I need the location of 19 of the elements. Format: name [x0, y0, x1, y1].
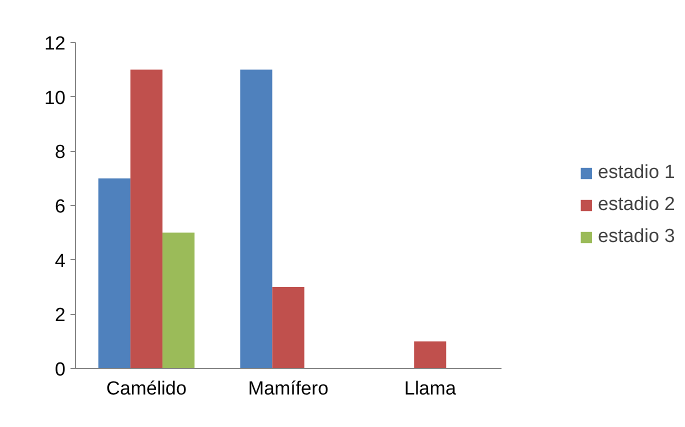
y-tick-label: 12	[44, 34, 66, 54]
legend-label: estadio 1	[598, 162, 675, 184]
bar	[162, 232, 195, 368]
bar	[240, 70, 272, 368]
y-tick-label: 8	[54, 142, 66, 164]
bar	[130, 70, 162, 368]
bar	[414, 341, 446, 368]
y-tick-label: 4	[54, 250, 66, 272]
legend-label: estadio 3	[598, 226, 675, 248]
x-tick-label: Mamífero	[248, 378, 328, 400]
y-tick-label: 6	[54, 196, 66, 218]
y-tick-label: 10	[44, 88, 66, 109]
legend-label: estadio 2	[598, 194, 675, 216]
bar	[98, 178, 130, 368]
y-tick-label: 0	[54, 360, 66, 380]
bar	[272, 287, 304, 368]
y-tick-label: 2	[54, 305, 66, 326]
x-tick-label: Camélido	[106, 378, 187, 400]
x-tick-label: Llama	[404, 378, 456, 400]
